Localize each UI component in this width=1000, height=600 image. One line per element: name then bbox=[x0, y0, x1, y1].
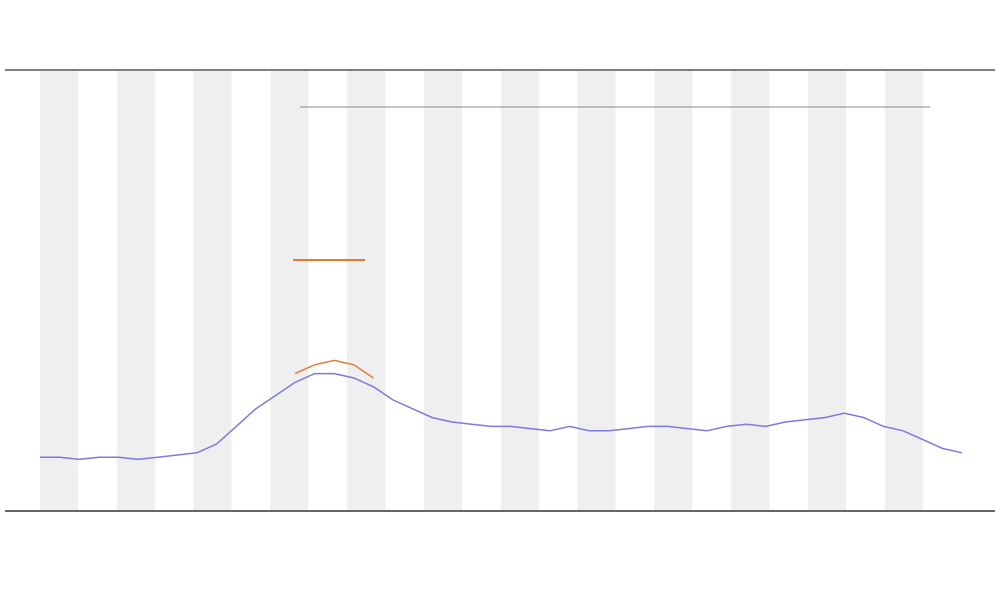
band bbox=[40, 71, 78, 510]
series-line bbox=[294, 359, 374, 379]
band bbox=[193, 71, 232, 510]
background-bands bbox=[40, 71, 923, 510]
series-line bbox=[40, 372, 963, 461]
band bbox=[270, 71, 309, 510]
band bbox=[654, 71, 693, 510]
band bbox=[808, 71, 846, 510]
band bbox=[577, 71, 616, 510]
band bbox=[424, 71, 462, 510]
band bbox=[116, 71, 155, 510]
band bbox=[731, 71, 770, 510]
band bbox=[347, 71, 386, 510]
band bbox=[500, 71, 539, 510]
band bbox=[884, 71, 923, 510]
